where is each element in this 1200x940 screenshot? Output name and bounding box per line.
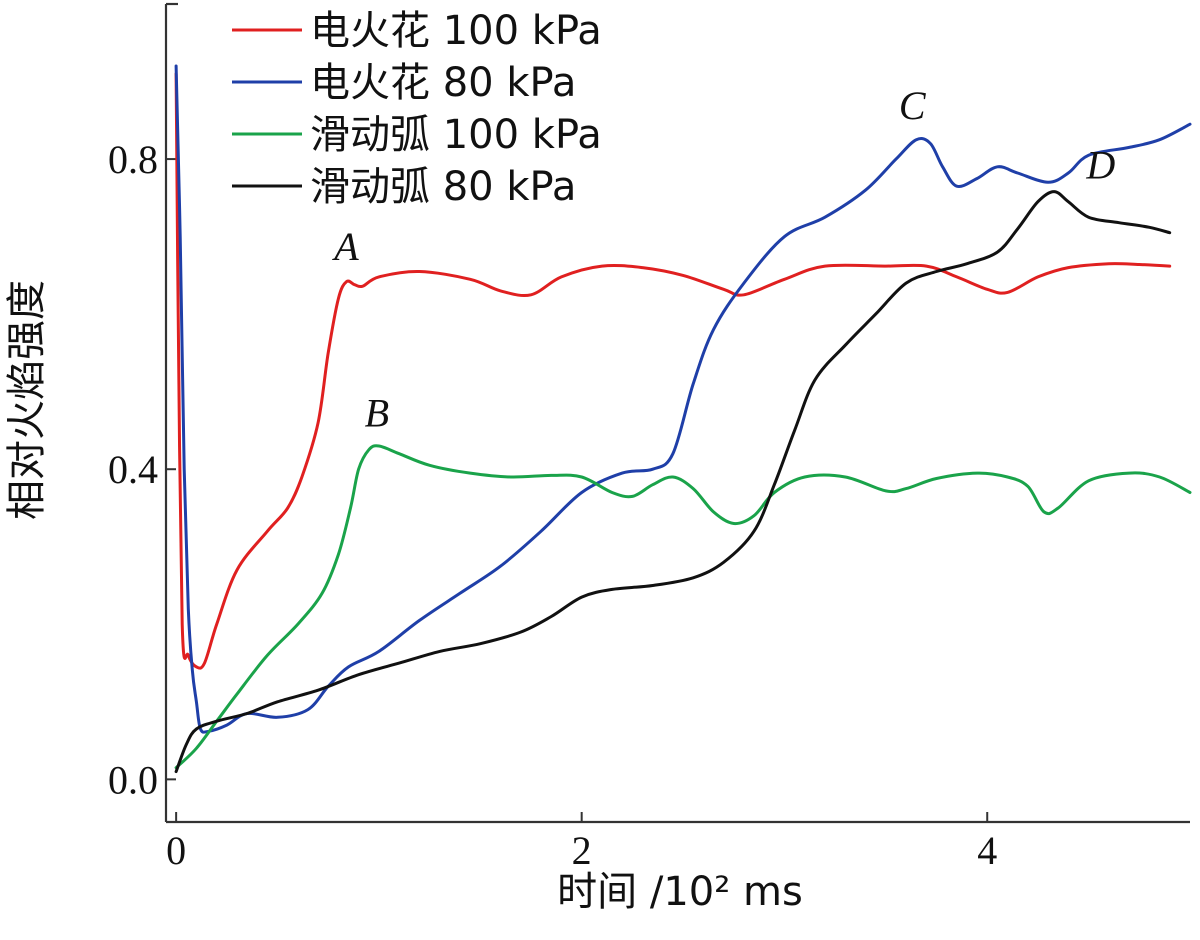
annotation-a: A bbox=[331, 224, 359, 269]
axis-ticks: 0 2 4 0.0 0.4 0.8 bbox=[108, 137, 997, 873]
legend-label-1: 电火花 100 kPa bbox=[310, 8, 602, 54]
legend-label-3: 滑动弧 100 kPa bbox=[310, 112, 602, 158]
series-line-4 bbox=[174, 190, 1172, 774]
annotation-d: D bbox=[1085, 142, 1115, 187]
series-layer bbox=[174, 64, 1192, 774]
x-tick-label: 0 bbox=[166, 828, 186, 873]
y-tick-label: 0.4 bbox=[108, 447, 158, 492]
y-axis-title: 相对火焰强度 bbox=[4, 280, 50, 520]
y-tick-label: 0.8 bbox=[108, 137, 158, 182]
y-tick-label: 0.0 bbox=[108, 757, 158, 802]
point-annotations: A B C D bbox=[331, 83, 1115, 436]
series-line-2 bbox=[174, 64, 1192, 734]
x-tick-label: 4 bbox=[977, 828, 997, 873]
x-tick-label: 2 bbox=[572, 828, 592, 873]
series-line-3 bbox=[174, 444, 1192, 770]
legend-label-2: 电火花 80 kPa bbox=[310, 60, 576, 106]
series-line-1 bbox=[174, 72, 1172, 670]
x-axis-title: 时间 /10² ms bbox=[557, 869, 803, 915]
annotation-c: C bbox=[899, 83, 927, 128]
annotation-b: B bbox=[365, 391, 389, 436]
legend-label-4: 滑动弧 80 kPa bbox=[310, 164, 576, 210]
legend: 电火花 100 kPa 电火花 80 kPa 滑动弧 100 kPa 滑动弧 80 k… bbox=[232, 8, 602, 210]
